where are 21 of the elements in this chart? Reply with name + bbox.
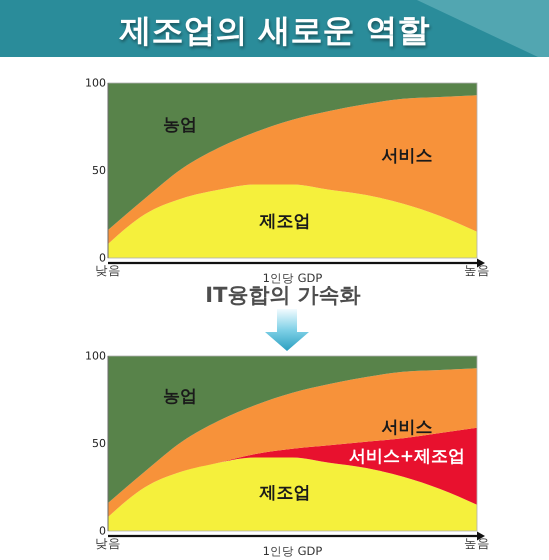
- y-tick-label: 0: [99, 252, 106, 264]
- x-tick-label: 낮음: [95, 262, 121, 278]
- x-tick-label: 낮음: [95, 536, 121, 550]
- y-tick-label: 0: [99, 524, 106, 538]
- x-tick-label: 높음: [464, 536, 490, 550]
- y-tick-label: 50: [92, 437, 106, 450]
- series-label: 서비스+제조업: [348, 446, 466, 466]
- y-tick-label: 50: [92, 164, 106, 177]
- x-axis-title: 1인당 GDP: [262, 544, 322, 558]
- series-label: 제조업: [258, 211, 311, 232]
- x-axis-title: 1인당 GDP: [262, 271, 322, 285]
- chart-title: IT융합의 가속화: [205, 283, 361, 307]
- series-label: 농업: [162, 386, 197, 406]
- y-tick-label: 100: [85, 350, 106, 362]
- series-label: 제조업: [258, 483, 311, 504]
- series-label: 농업: [162, 115, 197, 135]
- series-label: 서비스: [381, 146, 432, 166]
- series-label: 서비스: [381, 418, 432, 438]
- x-tick-label: 높음: [464, 262, 490, 278]
- chart-title: 제조업의 새로운 역할: [118, 11, 430, 49]
- y-tick-label: 100: [85, 76, 106, 90]
